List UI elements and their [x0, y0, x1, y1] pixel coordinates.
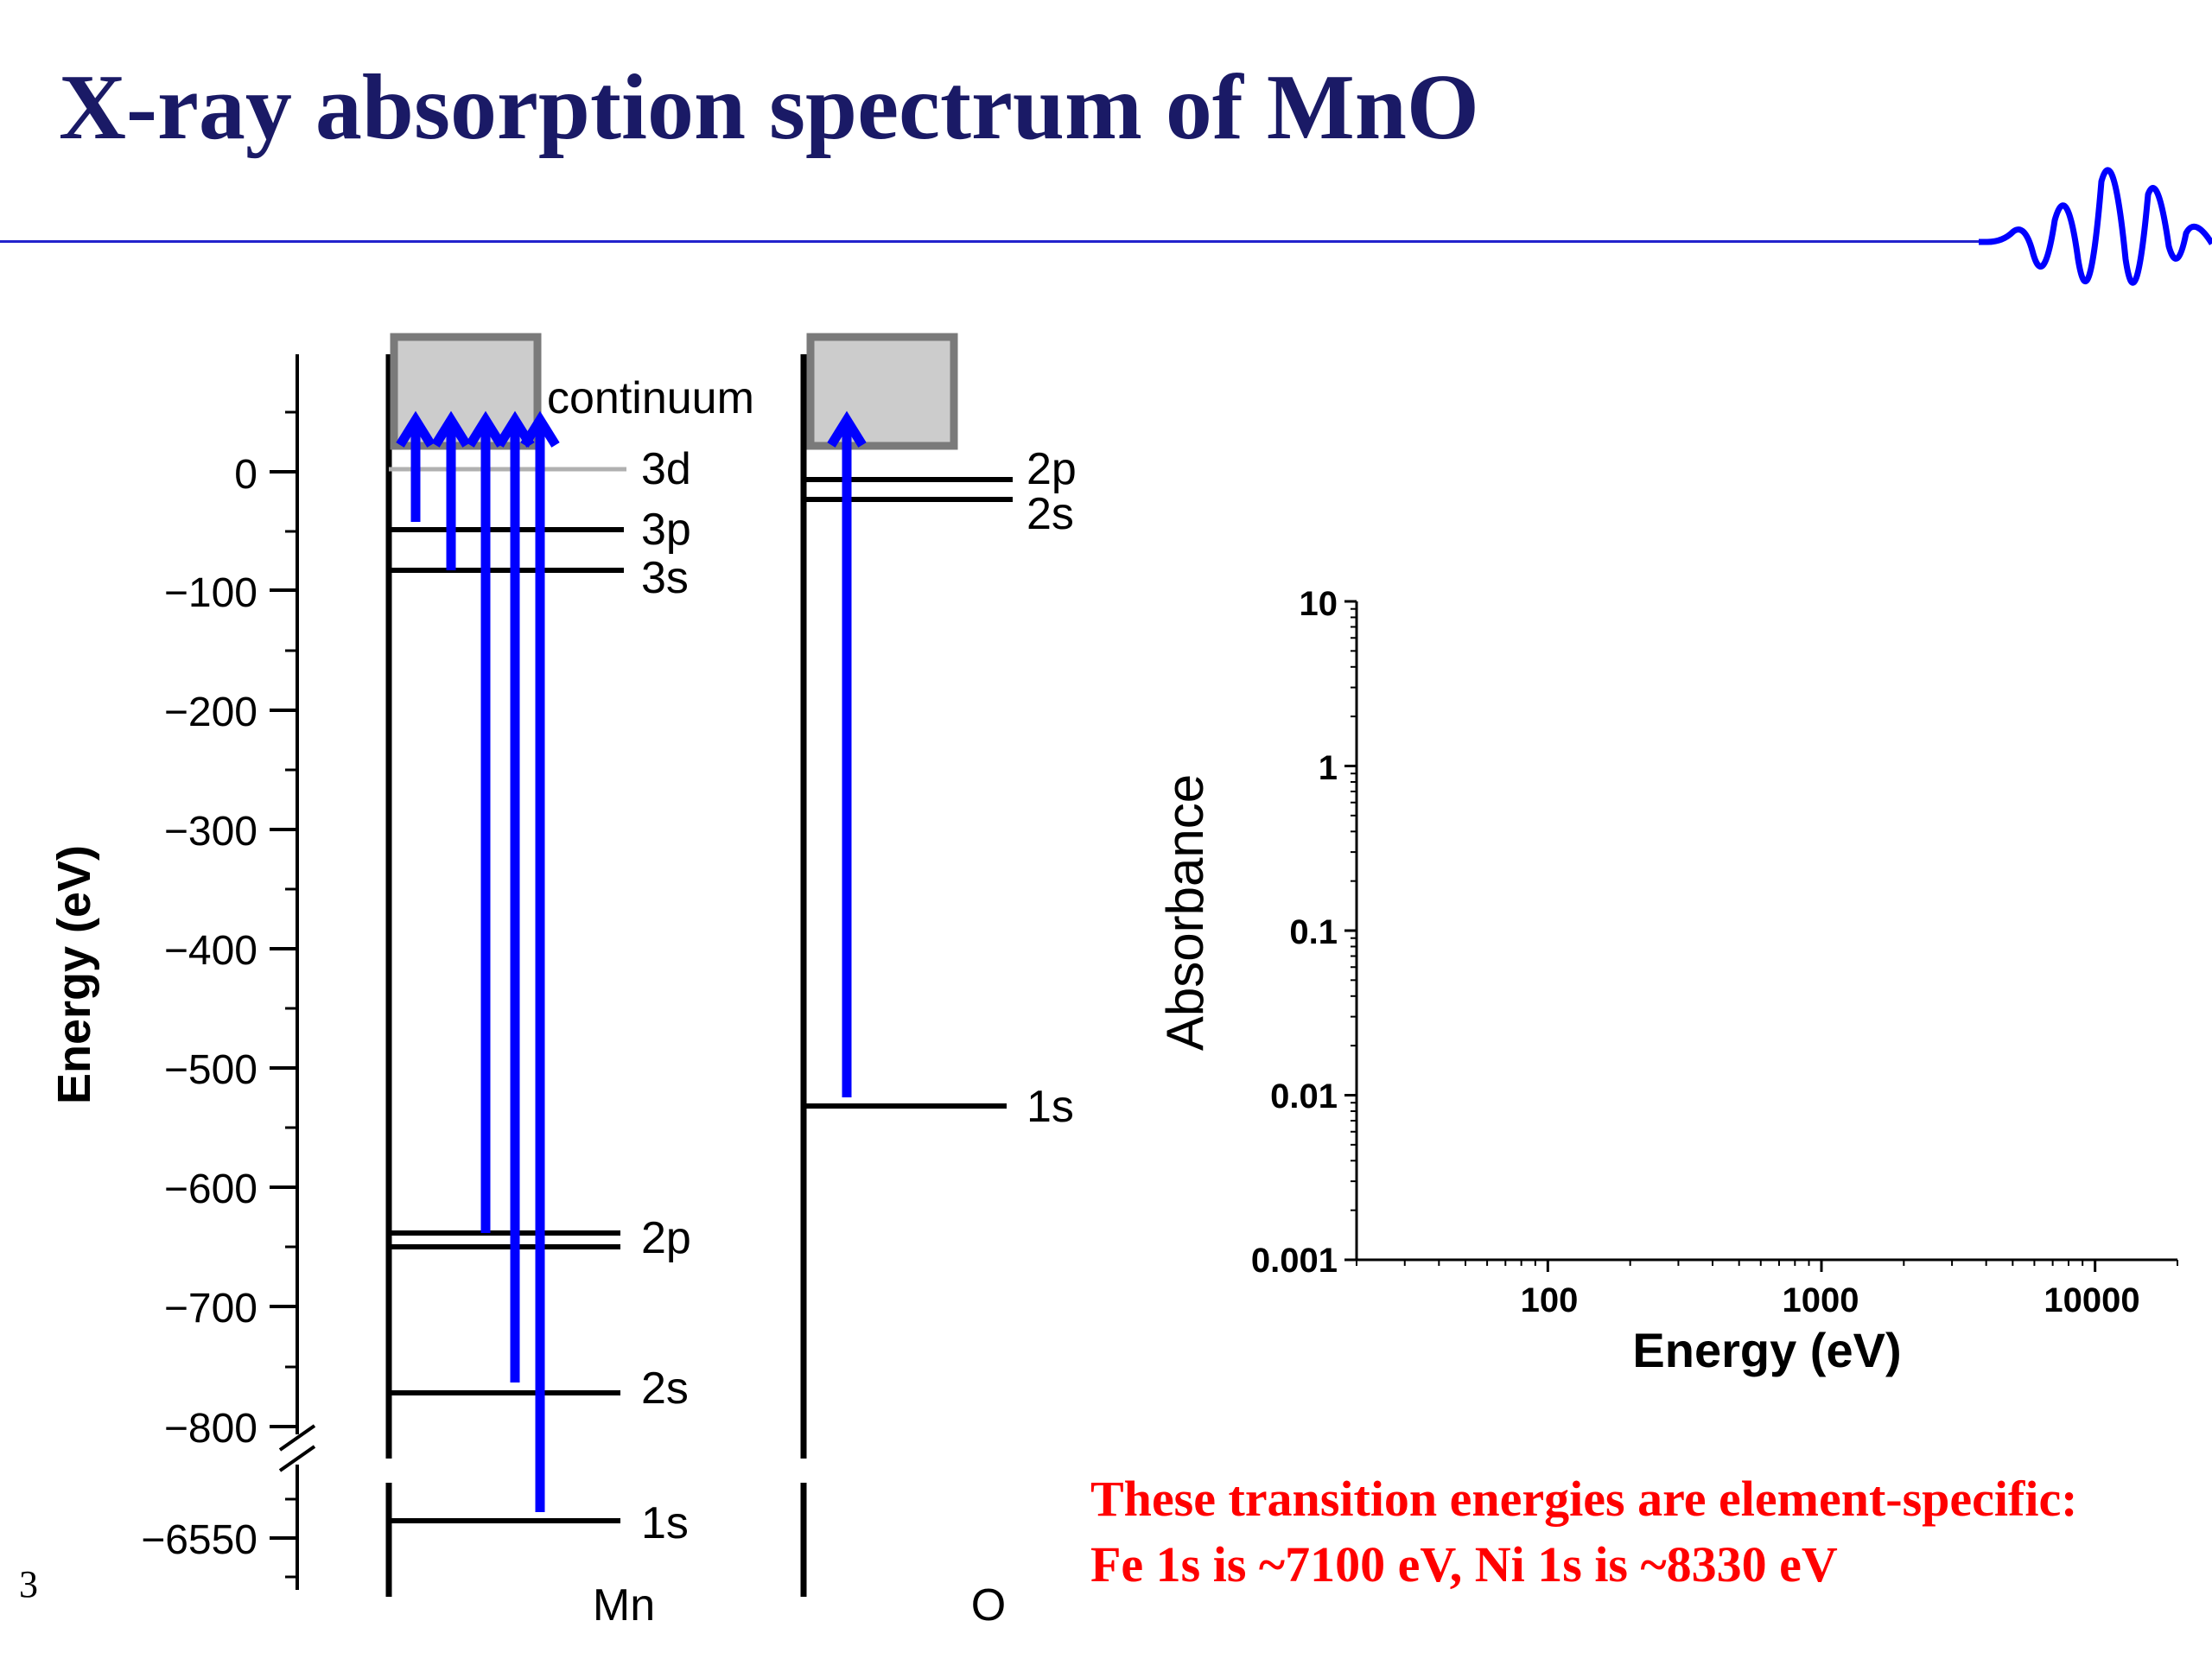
x-tick-label: 10000 [2044, 1281, 2139, 1319]
mn-level-label: 1s [641, 1498, 689, 1548]
energy-tick-label: −600 [164, 1166, 257, 1212]
wave-packet-icon [1979, 167, 2212, 286]
y-tick-label: 10 [1300, 585, 1338, 623]
slide-title: X-ray absorption spectrum of MnO [59, 56, 1479, 159]
continuum-label: continuum [547, 373, 754, 423]
title-divider [0, 240, 1987, 243]
element-specific-note-line1: These transition energies are element-sp… [1090, 1471, 2078, 1527]
energy-axis-label: Energy (eV) [48, 845, 100, 1104]
mn-2s-transition-arrow [495, 410, 535, 1382]
o-level-label: 1s [1027, 1082, 1074, 1132]
x-tick-label: 1000 [1783, 1281, 1859, 1319]
mn-3s-transition-arrow [431, 410, 471, 570]
page-number: 3 [19, 1563, 38, 1605]
mn-3p-transition-arrow [396, 410, 435, 522]
o-level-label: 2p [1027, 444, 1077, 494]
mn-column-label: Mn [593, 1580, 655, 1630]
o-column-label: O [971, 1580, 1006, 1630]
mn-2p-transition-arrow [466, 410, 505, 1233]
mn-level-label: 2p [641, 1213, 691, 1263]
energy-axis-major-ticks [270, 470, 297, 1540]
y-tick-label: 1 [1319, 749, 1338, 787]
energy-tick-label: −100 [164, 570, 257, 616]
chart-x-ticks [1356, 1260, 2178, 1272]
energy-tick-label: −400 [164, 928, 257, 974]
energy-tick-label: −700 [164, 1286, 257, 1332]
axis-break-mark [278, 1445, 316, 1472]
y-tick-label: 0.01 [1270, 1077, 1338, 1116]
energy-tick-label: −6550 [141, 1517, 257, 1563]
energy-tick-label: −300 [164, 809, 257, 855]
y-tick-label: 0.001 [1251, 1242, 1338, 1280]
o-level-label: 2s [1027, 489, 1074, 539]
chart-y-axis-label: Absorbance [1156, 774, 1214, 1051]
y-tick-label: 0.1 [1289, 913, 1338, 951]
chart-y-ticks [1344, 600, 1357, 1262]
mn-1s-transition-arrow [520, 410, 560, 1512]
o-continuum-box [806, 333, 958, 450]
energy-tick-label: −500 [164, 1047, 257, 1093]
energy-tick-label: 0 [234, 452, 257, 498]
x-tick-label: 100 [1521, 1281, 1579, 1319]
mn-level-label: 3d [641, 444, 691, 494]
o-1s-transition-arrow [827, 410, 867, 1097]
absorbance-chart: 10 1 0.1 0.01 0.001 100 1000 10000 Energ… [1156, 585, 2178, 1377]
mn-level-label: 3p [641, 505, 691, 555]
energy-axis-minor-ticks [285, 410, 297, 1579]
energy-tick-label: −200 [164, 690, 257, 735]
element-specific-note-line2: Fe 1s is ~7100 eV, Ni 1s is ~8330 eV [1090, 1536, 1838, 1592]
axis-break-mark [278, 1424, 316, 1452]
mn-level-label: 2s [641, 1363, 689, 1414]
mn-level-label: 3s [641, 553, 689, 603]
energy-tick-label: −800 [164, 1406, 257, 1452]
chart-x-axis-label: Energy (eV) [1632, 1323, 1901, 1377]
energy-level-diagram: 0 −100 −200 −300 −400 −500 −600 −700 −80… [48, 333, 1077, 1630]
